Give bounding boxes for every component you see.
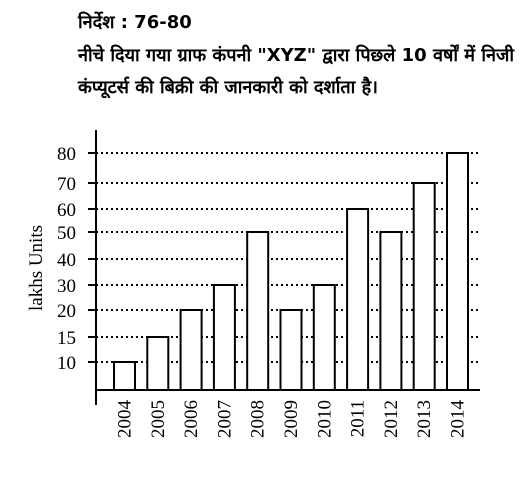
- y-tick-label: 10: [57, 353, 76, 374]
- y-tick-label: 70: [57, 174, 76, 195]
- y-tick-label: 15: [57, 328, 76, 349]
- x-tick-label: 2012: [381, 400, 402, 438]
- bar-2005: [146, 336, 170, 391]
- bar-2004: [113, 361, 136, 391]
- y-axis-title: lakhs Units: [26, 225, 47, 311]
- bar-2008: [246, 231, 270, 391]
- y-tick-label: 50: [57, 223, 76, 244]
- x-tick-label: 2007: [214, 400, 235, 438]
- x-tick-label: 2014: [448, 400, 469, 439]
- bar-2011: [346, 208, 370, 391]
- bar-2013: [412, 182, 436, 391]
- bar-2007: [212, 284, 236, 391]
- x-tick-label: 2008: [248, 400, 269, 438]
- x-tick-labels: 2004 2005 2006 2007 2008 2009 2010 2011 2012 2013…: [115, 400, 469, 439]
- question-paragraph: नीचे दिया गया ग्राफ कंपनी "XYZ" द्वारा प…: [78, 45, 514, 98]
- bars: [113, 152, 469, 391]
- y-tick-label: 30: [57, 276, 76, 297]
- bar-2014: [446, 152, 469, 391]
- x-tick-label: 2005: [148, 400, 169, 438]
- bar-2012: [379, 231, 403, 391]
- x-tick-label: 2004: [115, 400, 136, 439]
- directions-heading: निर्देश : 76-80: [78, 12, 192, 33]
- x-tick-label: 2009: [281, 400, 302, 438]
- bar-2006: [179, 309, 203, 391]
- x-tick-label: 2010: [314, 400, 335, 438]
- x-tick-label: 2013: [414, 400, 435, 438]
- y-tick-label: 60: [57, 200, 76, 221]
- y-tick-label: 80: [57, 144, 76, 165]
- x-tick-label: 2006: [181, 400, 202, 438]
- x-tick-label: 2011: [348, 400, 369, 437]
- y-tick-label: 40: [57, 250, 76, 271]
- bar-2010: [312, 284, 336, 391]
- bar-2009: [279, 309, 303, 391]
- y-tick-label: 20: [57, 301, 76, 322]
